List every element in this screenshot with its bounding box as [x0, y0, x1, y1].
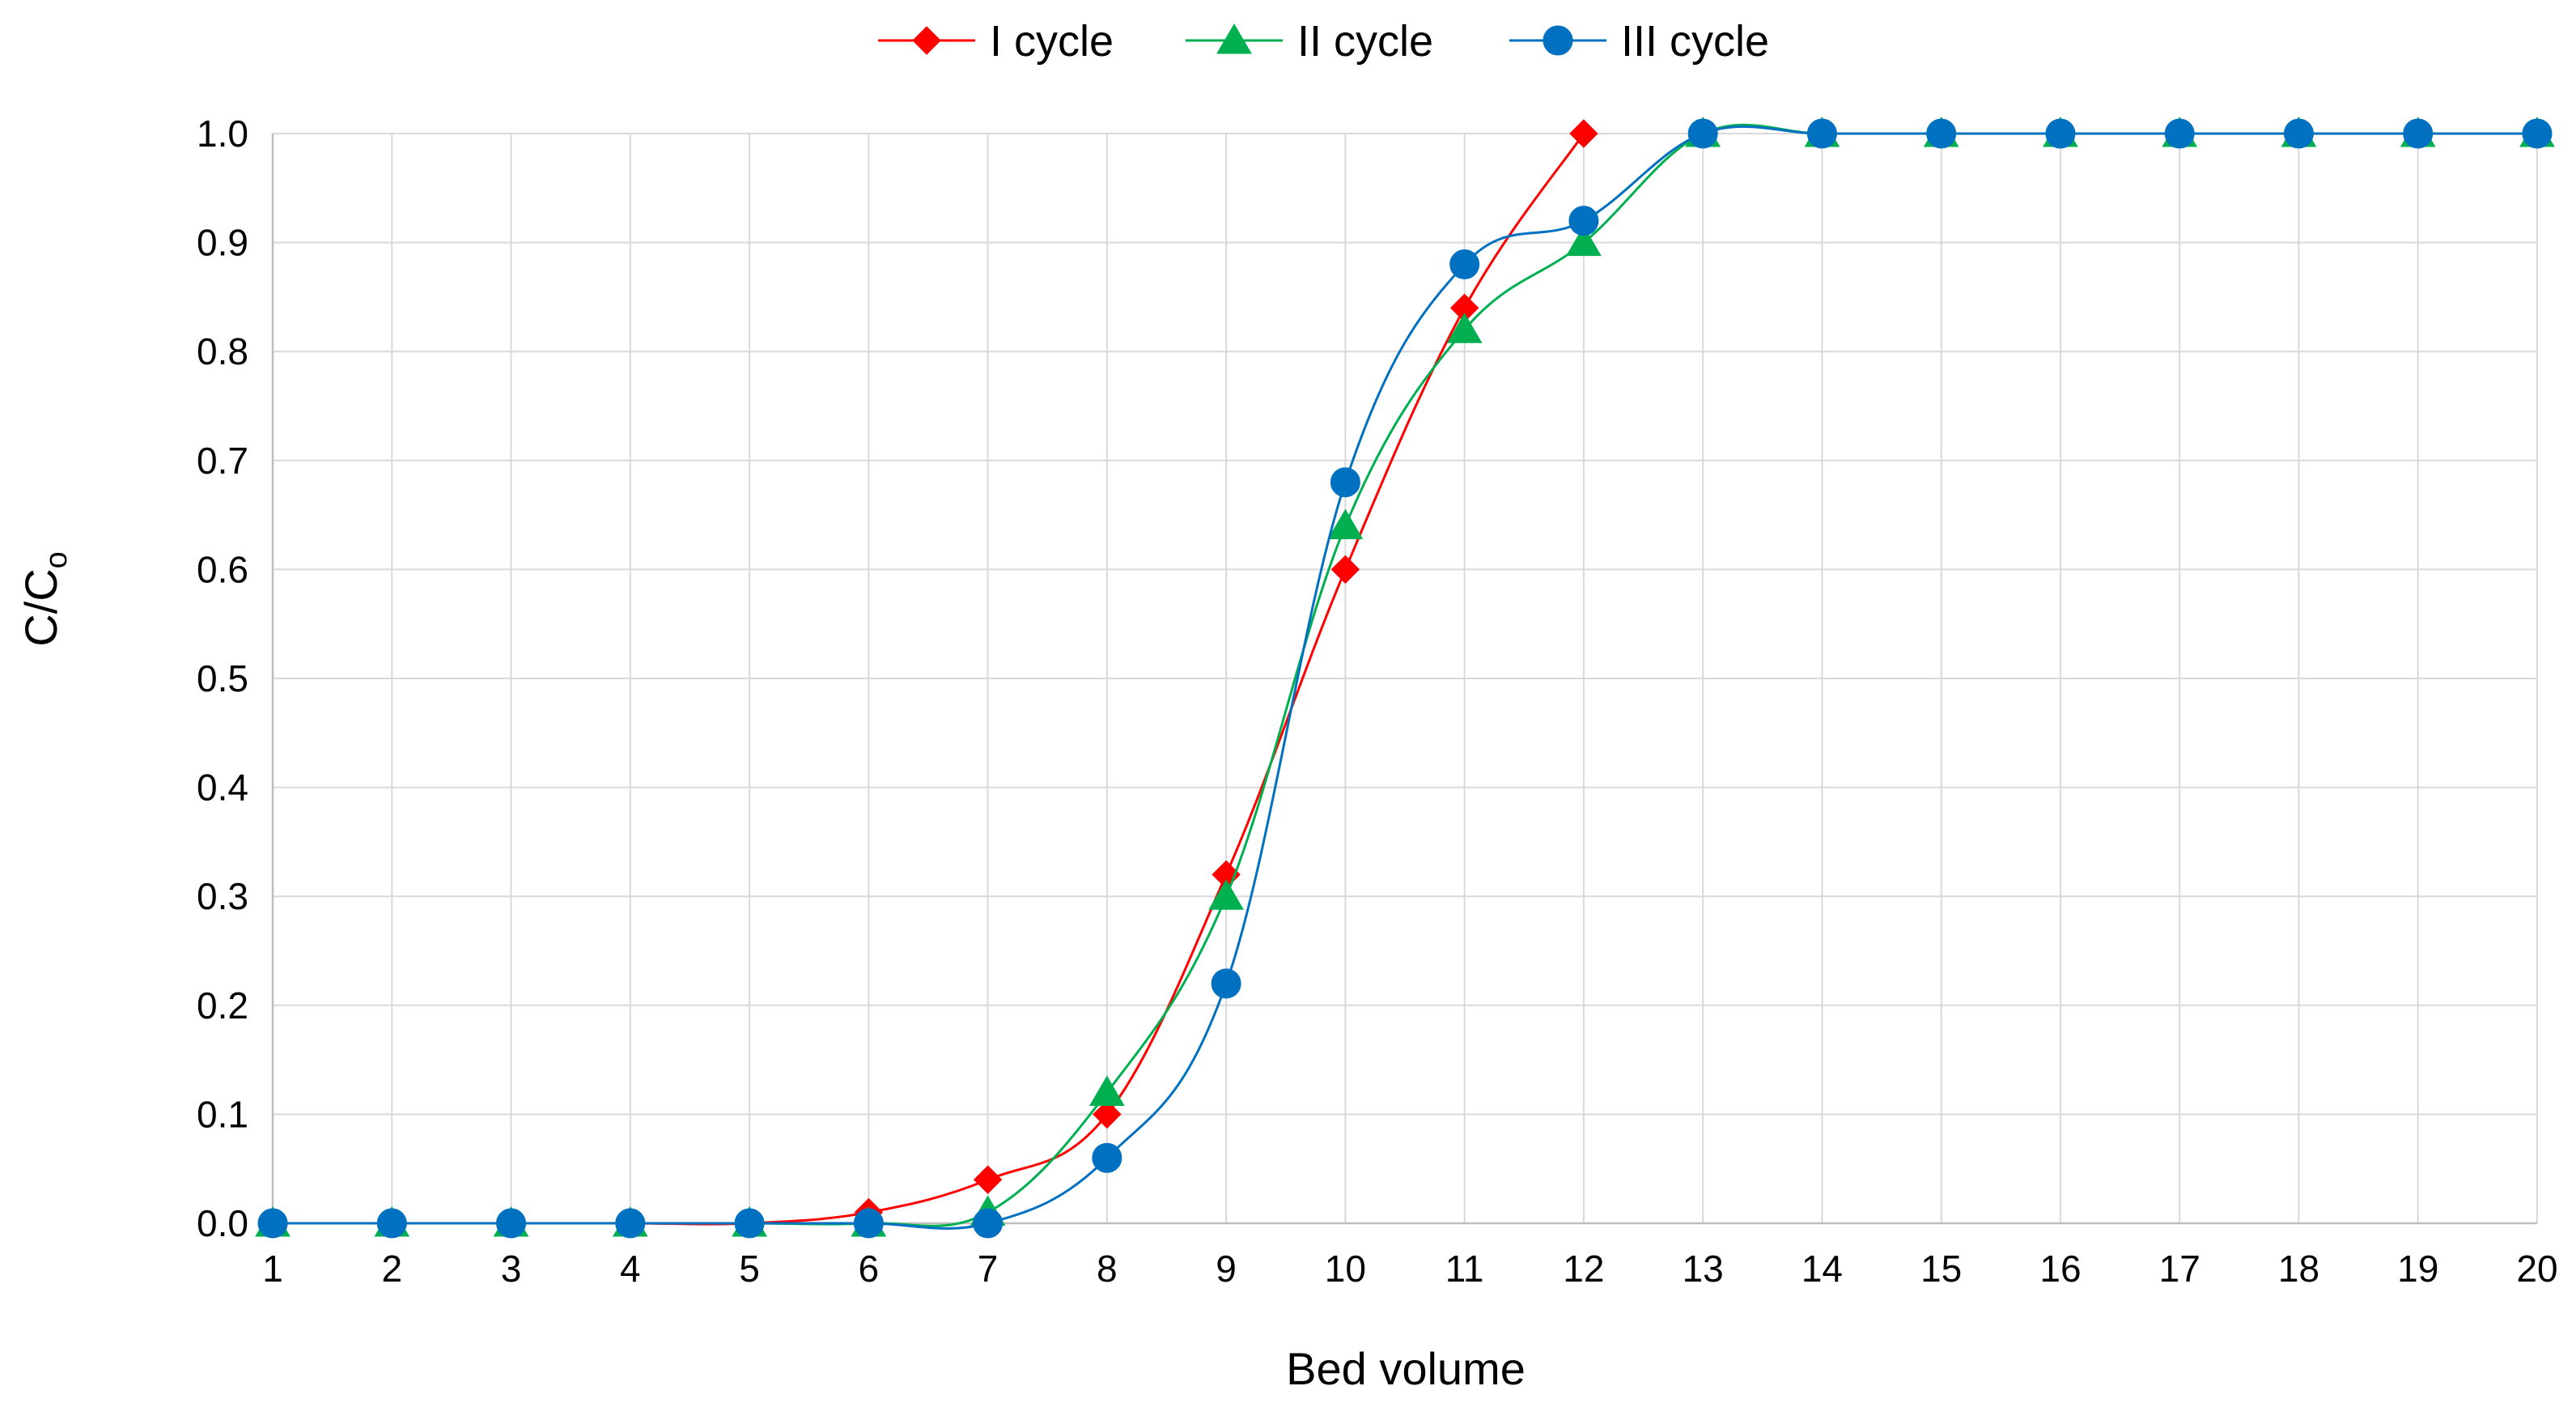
legend-label: I cycle: [990, 17, 1114, 66]
data-point-iii-cycle: [257, 1208, 288, 1239]
data-point-i-cycle: [1093, 1099, 1122, 1129]
data-point-iii-cycle: [2403, 118, 2434, 149]
data-point-iii-cycle: [1330, 467, 1360, 498]
series-group: [255, 117, 2555, 1239]
series-ii-cycle: [255, 117, 2555, 1237]
x-tick-label: 8: [1097, 1248, 1118, 1290]
x-tick-label: 7: [978, 1248, 999, 1290]
legend-entry-ii-cycle: II cycle: [1186, 17, 1433, 66]
y-tick-label: 0.9: [197, 222, 248, 264]
x-tick-label: 1: [262, 1248, 283, 1290]
y-tick-label: 0.2: [197, 984, 248, 1027]
data-point-iii-cycle: [973, 1208, 1004, 1239]
data-point-i-cycle: [973, 1165, 1003, 1194]
x-tick-label: 6: [859, 1248, 880, 1290]
x-tick-labels: 1 2 3 4 5 6 7 8 9 10 11 12 13 14 15 16 17 18 19 20: [262, 1248, 2557, 1290]
x-tick-label: 19: [2397, 1248, 2438, 1290]
data-point-iii-cycle: [376, 1208, 407, 1239]
data-point-ii-cycle: [1089, 1075, 1125, 1106]
x-tick-label: 10: [1325, 1248, 1366, 1290]
data-point-iii-cycle: [1211, 968, 1241, 999]
legend-marker-i-cycle: [912, 26, 941, 55]
data-point-iii-cycle: [734, 1208, 765, 1239]
data-point-iii-cycle: [2164, 118, 2195, 149]
y-tick-label: 0.6: [197, 548, 248, 590]
y-tick-label: 1.0: [197, 113, 248, 155]
y-tick-labels: 0.0 0.1 0.2 0.3 0.4 0.5 0.6 0.7 0.8 0.9 1.0: [197, 113, 248, 1244]
y-tick-label: 0.1: [197, 1093, 248, 1135]
series-line-iii-cycle: [273, 125, 2537, 1230]
data-point-iii-cycle: [1687, 118, 1718, 149]
legend-marker-iii-cycle: [1543, 25, 1573, 56]
data-point-iii-cycle: [1449, 249, 1480, 280]
legend-entry-iii-cycle: III cycle: [1509, 17, 1769, 66]
y-tick-label: 0.8: [197, 330, 248, 372]
x-tick-label: 9: [1216, 1248, 1237, 1290]
legend-entry-i-cycle: I cycle: [878, 17, 1114, 66]
data-point-iii-cycle: [1092, 1142, 1122, 1173]
y-axis-title-main: C/C: [15, 568, 66, 646]
legend-marker-ii-cycle: [1216, 23, 1252, 54]
x-tick-label: 2: [381, 1248, 402, 1290]
x-tick-label: 18: [2278, 1248, 2319, 1290]
data-point-i-cycle: [1330, 555, 1360, 585]
x-tick-label: 3: [501, 1248, 522, 1290]
data-point-ii-cycle: [1566, 225, 1602, 257]
data-point-ii-cycle: [1446, 312, 1483, 343]
x-tick-label: 17: [2159, 1248, 2200, 1290]
data-point-ii-cycle: [1327, 508, 1364, 540]
data-point-iii-cycle: [615, 1208, 646, 1239]
x-tick-label: 20: [2516, 1248, 2557, 1290]
x-tick-label: 5: [739, 1248, 760, 1290]
y-tick-label: 0.5: [197, 657, 248, 699]
legend-label: II cycle: [1297, 17, 1433, 66]
data-point-iii-cycle: [853, 1208, 884, 1239]
x-axis-title: Bed volume: [1286, 1343, 1526, 1394]
y-tick-label: 0.3: [197, 875, 248, 917]
y-tick-label: 0.0: [197, 1202, 248, 1244]
y-tick-label: 0.4: [197, 767, 248, 809]
data-point-iii-cycle: [1926, 118, 1957, 149]
legend-label: III cycle: [1621, 17, 1769, 66]
x-tick-label: 14: [1802, 1248, 1843, 1290]
x-tick-label: 12: [1563, 1248, 1604, 1290]
data-point-iii-cycle: [1568, 206, 1599, 236]
y-axis-title: C/Co: [15, 551, 74, 647]
x-tick-label: 11: [1445, 1248, 1484, 1290]
gridlines: [272, 133, 2538, 1224]
data-point-iii-cycle: [2283, 118, 2314, 149]
data-point-iii-cycle: [496, 1208, 527, 1239]
data-point-i-cycle: [1569, 119, 1598, 148]
y-tick-label: 0.7: [197, 440, 248, 482]
x-tick-label: 13: [1683, 1248, 1724, 1290]
x-tick-label: 4: [620, 1248, 641, 1290]
series-line-ii-cycle: [273, 123, 2537, 1227]
data-point-iii-cycle: [2045, 118, 2076, 149]
data-point-iii-cycle: [2522, 118, 2553, 149]
data-point-iii-cycle: [1806, 118, 1837, 149]
series-iii-cycle: [257, 118, 2553, 1239]
x-tick-label: 16: [2039, 1248, 2081, 1290]
x-tick-label: 15: [1920, 1248, 1962, 1290]
legend: I cycle II cycle III cycle: [878, 17, 1769, 66]
y-axis-title-subscript: o: [40, 551, 74, 568]
data-point-ii-cycle: [1208, 879, 1244, 910]
